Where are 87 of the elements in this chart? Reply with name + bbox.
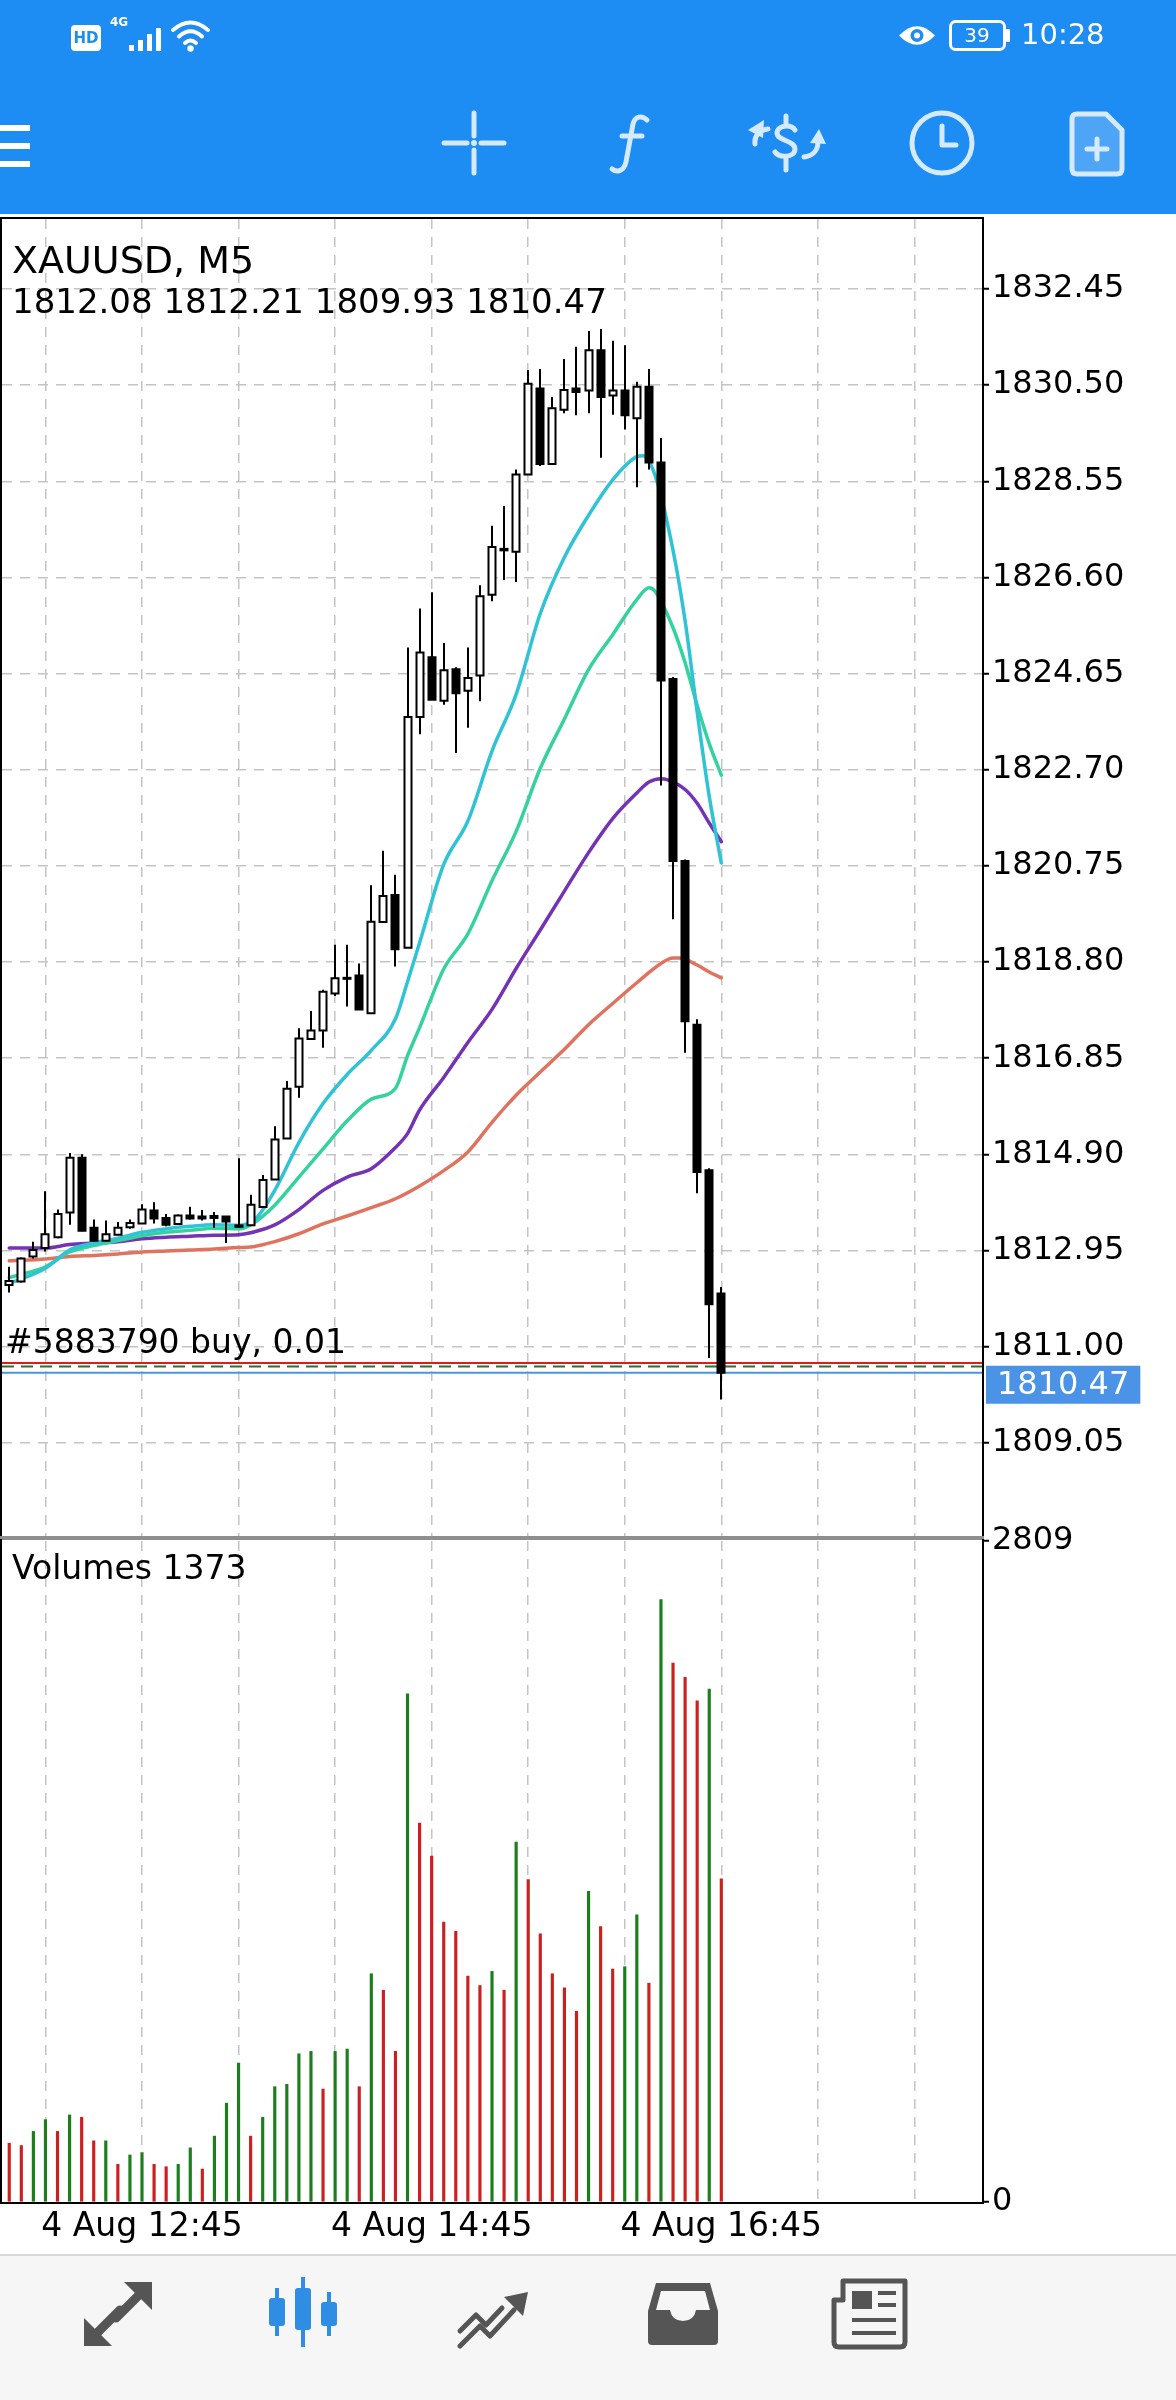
bar <box>92 2140 96 2202</box>
y-tick-label: 1828.55 <box>992 459 1125 498</box>
bar <box>80 2116 84 2202</box>
bar <box>333 2051 337 2202</box>
bar <box>562 1987 566 2202</box>
y-tick-label: 1816.85 <box>992 1036 1125 1075</box>
x-tick-label: 4 Aug 16:45 <box>620 2205 823 2245</box>
bar <box>224 2102 229 2202</box>
text: 10:28 <box>1021 17 1105 51</box>
bar <box>43 2119 48 2202</box>
bar <box>526 1879 530 2202</box>
bar <box>285 2084 289 2202</box>
bar <box>454 1931 458 2202</box>
y-tick-label: 1826.60 <box>992 555 1125 594</box>
ref-line-label: #5883790 buy, 0.01 <box>5 1322 346 1362</box>
bar <box>659 1599 663 2202</box>
y-tick-label: 1820.75 <box>992 844 1125 883</box>
bar <box>140 2152 144 2202</box>
y-tick-label: 1830.50 <box>992 363 1125 402</box>
text: 39 <box>949 21 1005 50</box>
bar <box>695 1700 699 2202</box>
bar <box>31 2131 35 2202</box>
bar <box>55 2131 60 2202</box>
bar <box>490 1971 494 2202</box>
bar <box>176 2164 180 2202</box>
bar <box>273 2086 277 2202</box>
bar <box>164 2166 168 2202</box>
x-tick-label: 4 Aug 12:45 <box>41 2205 243 2245</box>
y-tick-label: 1824.65 <box>992 651 1125 690</box>
bar <box>369 1973 373 2202</box>
bar <box>381 1989 385 2202</box>
bar <box>466 1975 470 2202</box>
bar <box>309 2051 313 2202</box>
text: HD <box>71 25 101 51</box>
bar <box>321 2088 325 2202</box>
bar <box>647 1982 651 2202</box>
x-tick-label: 4 Aug 14:45 <box>330 2205 533 2245</box>
bar <box>478 1985 482 2202</box>
bar <box>393 2051 398 2202</box>
y-tick-label: 0 <box>992 2180 1013 2219</box>
bar <box>574 2011 579 2202</box>
bar <box>550 1973 554 2202</box>
text: 4G <box>110 15 129 29</box>
bar <box>683 1676 687 2202</box>
bar <box>538 1933 542 2202</box>
bar <box>623 1966 627 2202</box>
y-tick-label: 1811.00 <box>992 1324 1125 1363</box>
bar <box>212 2135 216 2202</box>
bar <box>116 2164 120 2202</box>
text: XAUUSD, M5 <box>12 238 255 282</box>
y-tick-label: 1818.80 <box>992 940 1125 979</box>
ref-line-label: 1810.47 <box>997 1364 1130 1403</box>
y-tick-label: 1814.90 <box>992 1132 1125 1171</box>
bar <box>345 2048 349 2202</box>
bar <box>249 2135 253 2202</box>
bar <box>19 2145 23 2202</box>
y-tick-label: 1832.45 <box>992 267 1125 306</box>
bar <box>586 1891 591 2202</box>
bar <box>635 1914 639 2202</box>
bar <box>128 2154 132 2202</box>
bar <box>200 2168 204 2202</box>
bar <box>104 2140 108 2202</box>
bar <box>405 1693 410 2202</box>
y-tick-label: 1812.95 <box>992 1228 1125 1267</box>
bar <box>236 2062 241 2202</box>
bar <box>671 1662 675 2202</box>
bar <box>297 2053 301 2202</box>
chart-title: Volumes 1373 <box>12 1548 247 1587</box>
bar <box>357 2086 361 2202</box>
y-tick-label: 2809 <box>992 1519 1074 1558</box>
bar <box>261 2116 265 2202</box>
y-tick-label: 1822.70 <box>992 748 1125 787</box>
bar <box>719 1878 723 2202</box>
bar <box>152 2164 156 2202</box>
bar <box>68 2114 72 2202</box>
bar <box>7 2142 11 2202</box>
bar <box>599 1926 603 2202</box>
bar <box>442 1921 446 2202</box>
bar <box>707 1688 711 2202</box>
bar <box>418 1822 422 2202</box>
bar <box>611 1968 615 2202</box>
bar <box>188 2147 192 2202</box>
y-tick-label: 1809.05 <box>992 1421 1125 1460</box>
bar <box>430 1855 434 2202</box>
bar <box>502 1989 506 2202</box>
text: 1812.08 1812.21 1809.93 1810.47 <box>12 281 607 321</box>
bar <box>514 1841 518 2202</box>
